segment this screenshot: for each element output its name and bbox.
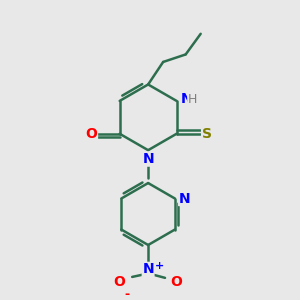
Text: N: N [142, 262, 154, 276]
Text: O: O [114, 274, 126, 289]
Text: H: H [188, 92, 197, 106]
Text: -: - [124, 288, 129, 300]
Text: +: + [155, 261, 164, 271]
Text: S: S [202, 127, 212, 141]
Text: O: O [171, 274, 182, 289]
Text: N: N [142, 152, 154, 166]
Text: N: N [180, 92, 192, 106]
Text: O: O [85, 127, 98, 141]
Text: N: N [179, 191, 190, 206]
